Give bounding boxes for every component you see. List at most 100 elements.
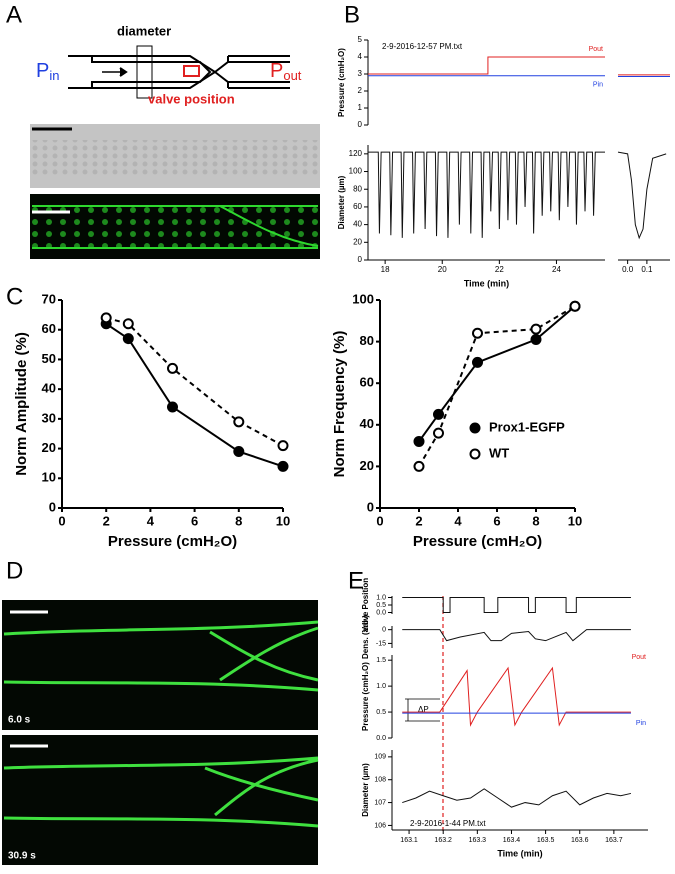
x-tick-label: 8	[532, 513, 539, 528]
x-tick-label: 2	[415, 513, 422, 528]
series-line	[368, 56, 605, 75]
x-tick-label: 0.0	[622, 265, 634, 274]
y-tick-label: 2	[358, 86, 363, 95]
y-tick-label: 20	[353, 237, 362, 246]
fluorescence-image	[2, 735, 318, 865]
marker	[233, 446, 245, 458]
image-texture	[30, 140, 320, 176]
x-tick-label: 163.1	[400, 837, 418, 844]
x-tick-label: 163.3	[469, 837, 487, 844]
chart: 0 20 40 60 80 100 0 2 4 6 8 10 Norm Frequency (%) Pre…	[331, 291, 582, 550]
chart: 0.00.51.0 Valve Position	[361, 578, 631, 632]
panel-label: B	[344, 1, 360, 28]
p-out-sub: out	[283, 68, 301, 83]
y-tick-label: 0.5	[376, 602, 386, 609]
x-tick-label: 4	[147, 513, 155, 528]
p-in: Pin	[36, 60, 59, 83]
delta-bracket	[405, 698, 440, 722]
x-tick-label: 18	[381, 265, 390, 274]
series-line	[402, 629, 631, 642]
annotation: 2-9-2016-1-44 PM.txt	[410, 819, 486, 828]
chart: 0 10 20 30 40 50 60 70 0 2 4 6 8 10 Norm Amplitude (%)…	[13, 291, 290, 550]
y-tick-label: 40	[360, 416, 374, 431]
marker	[413, 460, 425, 472]
legend-marker	[469, 422, 481, 434]
marker	[122, 318, 134, 330]
y-tick-label: 0.0	[376, 735, 386, 742]
marker	[100, 312, 112, 324]
series-label: Pout	[589, 46, 603, 53]
y-axis-label: Pressure (cmH₂O)	[337, 48, 346, 117]
y-tick-label: 5	[358, 35, 363, 44]
chart: 0.0 0.1	[617, 151, 670, 274]
marker	[413, 435, 425, 447]
y-tick-label: 0.0	[376, 609, 386, 616]
x-axis-label: Time (min)	[497, 848, 542, 858]
y-axis-label: Diameter (µm)	[337, 175, 346, 229]
y-tick-label: 1.0	[376, 683, 386, 690]
legend-marker	[469, 448, 481, 460]
x-tick-label: 2	[103, 513, 110, 528]
chart	[618, 74, 670, 78]
y-tick-label: 0	[358, 120, 363, 129]
vessel-diagram	[68, 45, 290, 99]
marker	[472, 356, 483, 368]
y-tick-label: 40	[353, 220, 362, 229]
y-tick-label: 30	[42, 410, 56, 425]
marker	[277, 460, 289, 472]
y-tick-label: 70	[42, 291, 56, 306]
y-tick-label: 0	[367, 499, 374, 514]
y-tick-label: 20	[42, 440, 56, 455]
y-axis-label: Valve Position	[361, 578, 370, 632]
marker	[433, 408, 444, 420]
y-tick-label: 107	[374, 799, 386, 806]
series-line	[402, 597, 631, 613]
p-in-sub: in	[49, 68, 59, 83]
x-tick-label: 0.1	[641, 265, 653, 274]
series-line	[402, 666, 631, 727]
p-out-main: P	[270, 60, 283, 82]
y-tick-label: 0	[358, 255, 363, 264]
legend-label: Prox1-EGFP	[489, 419, 565, 434]
x-tick-label: 10	[276, 513, 290, 528]
chart: 0 1 2 3 4 5 Pressure (cmH₂O) 2-9-2016-12-57 PM.…	[337, 35, 605, 129]
valve-label: valve position	[148, 91, 235, 106]
p-out: Pout	[270, 60, 302, 83]
marker	[167, 401, 178, 413]
y-axis-label: Norm Frequency (%)	[331, 331, 348, 478]
y-tick-label: 10	[42, 470, 56, 485]
y-tick-label: 40	[42, 381, 56, 396]
panel-label: E	[348, 567, 364, 594]
y-tick-label: 3	[358, 69, 363, 78]
y-tick-label: 60	[353, 202, 362, 211]
y-tick-label: 60	[42, 321, 56, 336]
series-label: Pin	[636, 720, 646, 727]
series-line	[617, 151, 667, 240]
x-tick-label: 163.4	[503, 837, 521, 844]
y-tick-label: 100	[352, 291, 374, 306]
y-axis-label: Norm Amplitude (%)	[13, 332, 30, 476]
annotation: ΔP	[418, 705, 429, 714]
y-tick-label: 4	[358, 52, 363, 61]
marker	[530, 334, 542, 346]
chart: 106 107 108 109 163.1 163.2 163.3 163.4 163.5 163…	[361, 750, 648, 858]
series-line	[105, 322, 284, 468]
y-axis-label: Dens. (arb.)	[361, 615, 370, 659]
legend-label: WT	[489, 445, 509, 460]
y-tick-label: 0	[382, 627, 386, 634]
panel-label: D	[6, 557, 23, 584]
x-tick-label: 4	[454, 513, 462, 528]
x-axis-label: Pressure (cmH₂O)	[413, 533, 542, 550]
p-in-main: P	[36, 60, 49, 82]
vessel-outline	[3, 620, 319, 692]
x-tick-label: 163.2	[434, 837, 452, 844]
y-tick-label: 80	[353, 184, 362, 193]
x-axis-label: Pressure (cmH₂O)	[108, 533, 237, 550]
y-tick-label: 108	[374, 777, 386, 784]
x-tick-label: 0	[376, 513, 383, 528]
timestamp: 6.0 s	[8, 715, 31, 726]
y-tick-label: 1	[358, 103, 363, 112]
annotation: 2-9-2016-12-57 PM.txt	[382, 42, 463, 51]
y-tick-label: 20	[360, 458, 374, 473]
series-line	[402, 788, 632, 808]
